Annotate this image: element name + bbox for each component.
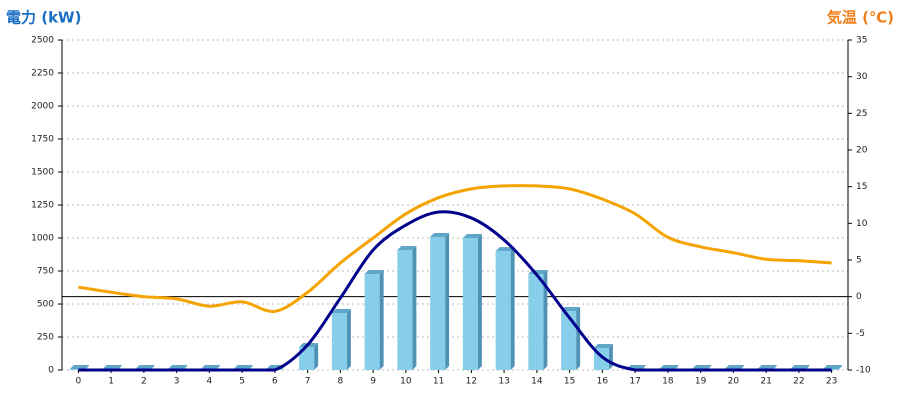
y2-tick-label: 20 — [856, 146, 868, 156]
x-tick-label: 4 — [207, 377, 213, 387]
bar-cap — [561, 306, 581, 311]
bar-cap — [168, 365, 188, 369]
x-tick-label: 0 — [76, 377, 82, 387]
y-tick-label: 1500 — [31, 168, 54, 178]
bar-side — [346, 308, 351, 370]
x-tick-label: 6 — [272, 377, 278, 387]
y-tick-label: 2500 — [31, 36, 54, 46]
x-tick-label: 13 — [498, 377, 509, 387]
bar-cap — [790, 365, 810, 369]
bar-cap — [331, 308, 351, 313]
x-tick-label: 16 — [597, 377, 609, 387]
bar-cap — [462, 234, 482, 238]
x-tick-label: 12 — [466, 377, 477, 387]
bar-side — [445, 232, 450, 370]
bar-cap — [200, 365, 220, 369]
bar — [561, 310, 577, 370]
bar-cap — [757, 365, 777, 369]
x-tick-label: 19 — [695, 377, 707, 387]
x-tick-label: 21 — [760, 377, 771, 387]
chart-title: 電力 (kW) — [6, 9, 81, 27]
x-tick-label: 7 — [305, 377, 311, 387]
bar — [495, 251, 511, 370]
y2-title: 気温 (℃) — [827, 9, 894, 27]
bar-cap — [135, 365, 155, 369]
x-tick-label: 11 — [433, 377, 444, 387]
x-tick-label: 5 — [239, 377, 245, 387]
bar-side — [412, 246, 417, 370]
x-tick-label: 9 — [370, 377, 376, 387]
x-tick-label: 8 — [338, 377, 344, 387]
bar-side — [477, 234, 482, 370]
y-tick-label: 2250 — [31, 69, 54, 79]
bar-cap — [692, 365, 712, 369]
x-tick-label: 3 — [174, 377, 180, 387]
bar — [69, 369, 85, 370]
y2-tick-label: -5 — [856, 329, 865, 339]
y2-tick-label: 10 — [856, 219, 868, 229]
x-tick-label: 22 — [793, 377, 804, 387]
bar-cap — [102, 365, 122, 369]
x-tick-label: 18 — [662, 377, 674, 387]
x-tick-label: 15 — [564, 377, 575, 387]
x-tick-label: 1 — [108, 377, 114, 387]
y-tick-label: 2000 — [31, 102, 54, 112]
bar-cap — [233, 365, 253, 369]
x-tick-label: 14 — [531, 377, 543, 387]
y-tick-label: 1000 — [31, 234, 54, 244]
x-tick-label: 17 — [629, 377, 640, 387]
bar-cap — [823, 365, 843, 369]
bar-cap — [593, 343, 613, 348]
bar-cap — [430, 232, 450, 237]
bar-cap — [69, 365, 89, 369]
y2-tick-label: 5 — [856, 256, 862, 266]
y-tick-label: 1250 — [31, 201, 54, 211]
y2-tick-label: 30 — [856, 72, 868, 82]
bar-side — [608, 343, 613, 370]
bar-cap — [659, 365, 679, 369]
bar — [430, 236, 446, 370]
bar — [528, 274, 544, 370]
bar — [299, 347, 315, 370]
bar-cap — [495, 247, 515, 252]
bar-side — [838, 365, 843, 370]
y2-tick-label: 0 — [856, 292, 862, 302]
bar — [331, 312, 347, 370]
y2-tick-label: -10 — [856, 366, 871, 376]
bar-side — [510, 247, 515, 370]
x-tick-label: 23 — [826, 377, 837, 387]
y2-tick-label: 15 — [856, 182, 867, 192]
line — [78, 210, 832, 372]
x-tick-label: 2 — [141, 377, 147, 387]
bar — [397, 250, 413, 370]
bar — [462, 238, 478, 370]
x-tick-label: 20 — [728, 377, 740, 387]
y-tick-label: 750 — [37, 267, 54, 277]
y-tick-label: 1750 — [31, 135, 54, 145]
y2-tick-label: 35 — [856, 36, 867, 46]
y-tick-label: 0 — [48, 366, 54, 376]
x-tick-label: 10 — [400, 377, 412, 387]
bar-cap — [397, 246, 417, 251]
y-tick-label: 500 — [37, 300, 54, 310]
bar-cap — [724, 365, 744, 369]
bar-cap — [364, 270, 384, 275]
bar-side — [314, 343, 319, 370]
y-tick-label: 250 — [37, 333, 54, 343]
bar — [364, 274, 380, 370]
line — [78, 184, 832, 313]
bar-side — [576, 306, 581, 370]
y2-tick-label: 25 — [856, 109, 867, 119]
bar-side — [543, 270, 548, 370]
bar-side — [379, 270, 384, 370]
